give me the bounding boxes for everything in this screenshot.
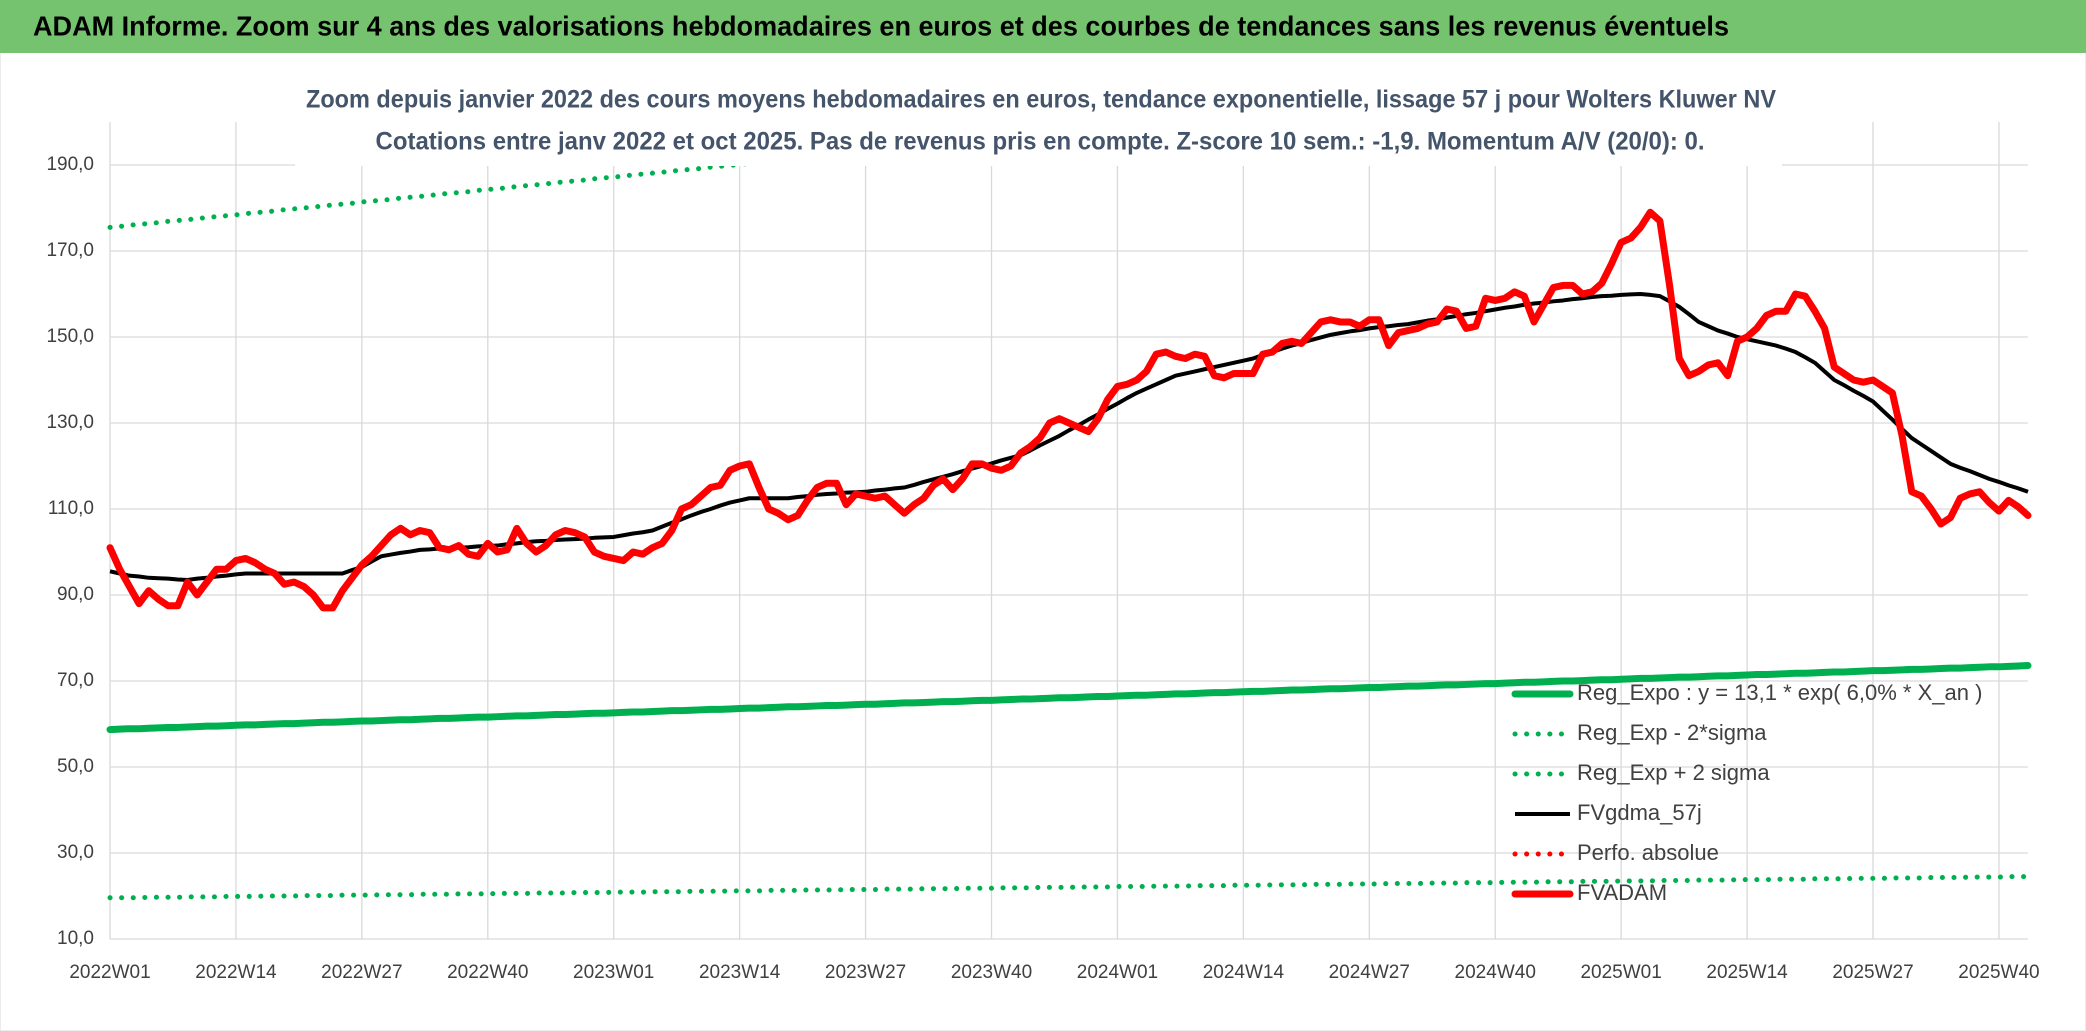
legend-label: Reg_Expo : y = 13,1 * exp( 6,0% * X_an ) xyxy=(1577,680,1982,705)
y-tick-label: 50,0 xyxy=(57,756,94,777)
y-tick-label: 10,0 xyxy=(57,928,94,949)
x-tick-label: 2025W01 xyxy=(1580,962,1661,983)
subtitle-box xyxy=(295,80,1782,166)
subtitle: Cotations entre janv 2022 et oct 2025. P… xyxy=(376,128,1705,156)
x-tick-label: 2024W14 xyxy=(1203,962,1285,983)
x-tick-label: 2024W27 xyxy=(1329,962,1410,983)
x-tick-label: 2022W14 xyxy=(195,962,277,983)
subtitle: Zoom depuis janvier 2022 des cours moyen… xyxy=(306,86,1776,114)
y-tick-label: 170,0 xyxy=(46,240,94,261)
y-tick-label: 90,0 xyxy=(57,584,94,605)
x-tick-label: 2023W14 xyxy=(699,962,781,983)
series-line xyxy=(106,662,2032,734)
x-tick-label: 2024W40 xyxy=(1455,962,1536,983)
y-tick-label: 30,0 xyxy=(57,842,94,863)
header-bar xyxy=(0,0,2086,53)
x-tick-label: 2022W01 xyxy=(69,962,150,983)
y-tick-label: 110,0 xyxy=(48,498,94,519)
legend-label: Perfo. absolue xyxy=(1577,840,1719,865)
series-line xyxy=(109,292,2029,582)
x-tick-label: 2023W01 xyxy=(573,962,654,983)
chart-title: ADAM Informe. Zoom sur 4 ans des valoris… xyxy=(33,10,1729,41)
x-tick-label: 2025W40 xyxy=(1958,962,2039,983)
x-tick-label: 2025W27 xyxy=(1832,962,1913,983)
legend-label: FVgdma_57j xyxy=(1577,800,1702,825)
series-line xyxy=(107,874,2031,901)
series-line xyxy=(106,208,2032,612)
y-tick-label: 150,0 xyxy=(46,326,94,347)
x-tick-label: 2022W27 xyxy=(321,962,402,983)
x-tick-label: 2023W40 xyxy=(951,962,1032,983)
x-tick-label: 2025W14 xyxy=(1706,962,1788,983)
x-tick-label: 2024W01 xyxy=(1077,962,1158,983)
x-tick-label: 2023W27 xyxy=(825,962,906,983)
legend-label: FVADAM xyxy=(1577,880,1667,905)
y-tick-label: 70,0 xyxy=(57,670,94,691)
x-tick-label: 2022W40 xyxy=(447,962,528,983)
legend-label: Reg_Exp - 2*sigma xyxy=(1577,720,1767,745)
legend: Reg_Expo : y = 13,1 * exp( 6,0% * X_an )… xyxy=(1511,680,1982,905)
y-tick-label: 190,0 xyxy=(46,154,94,175)
legend-label: Reg_Exp + 2 sigma xyxy=(1577,760,1770,785)
y-tick-label: 130,0 xyxy=(46,412,94,433)
